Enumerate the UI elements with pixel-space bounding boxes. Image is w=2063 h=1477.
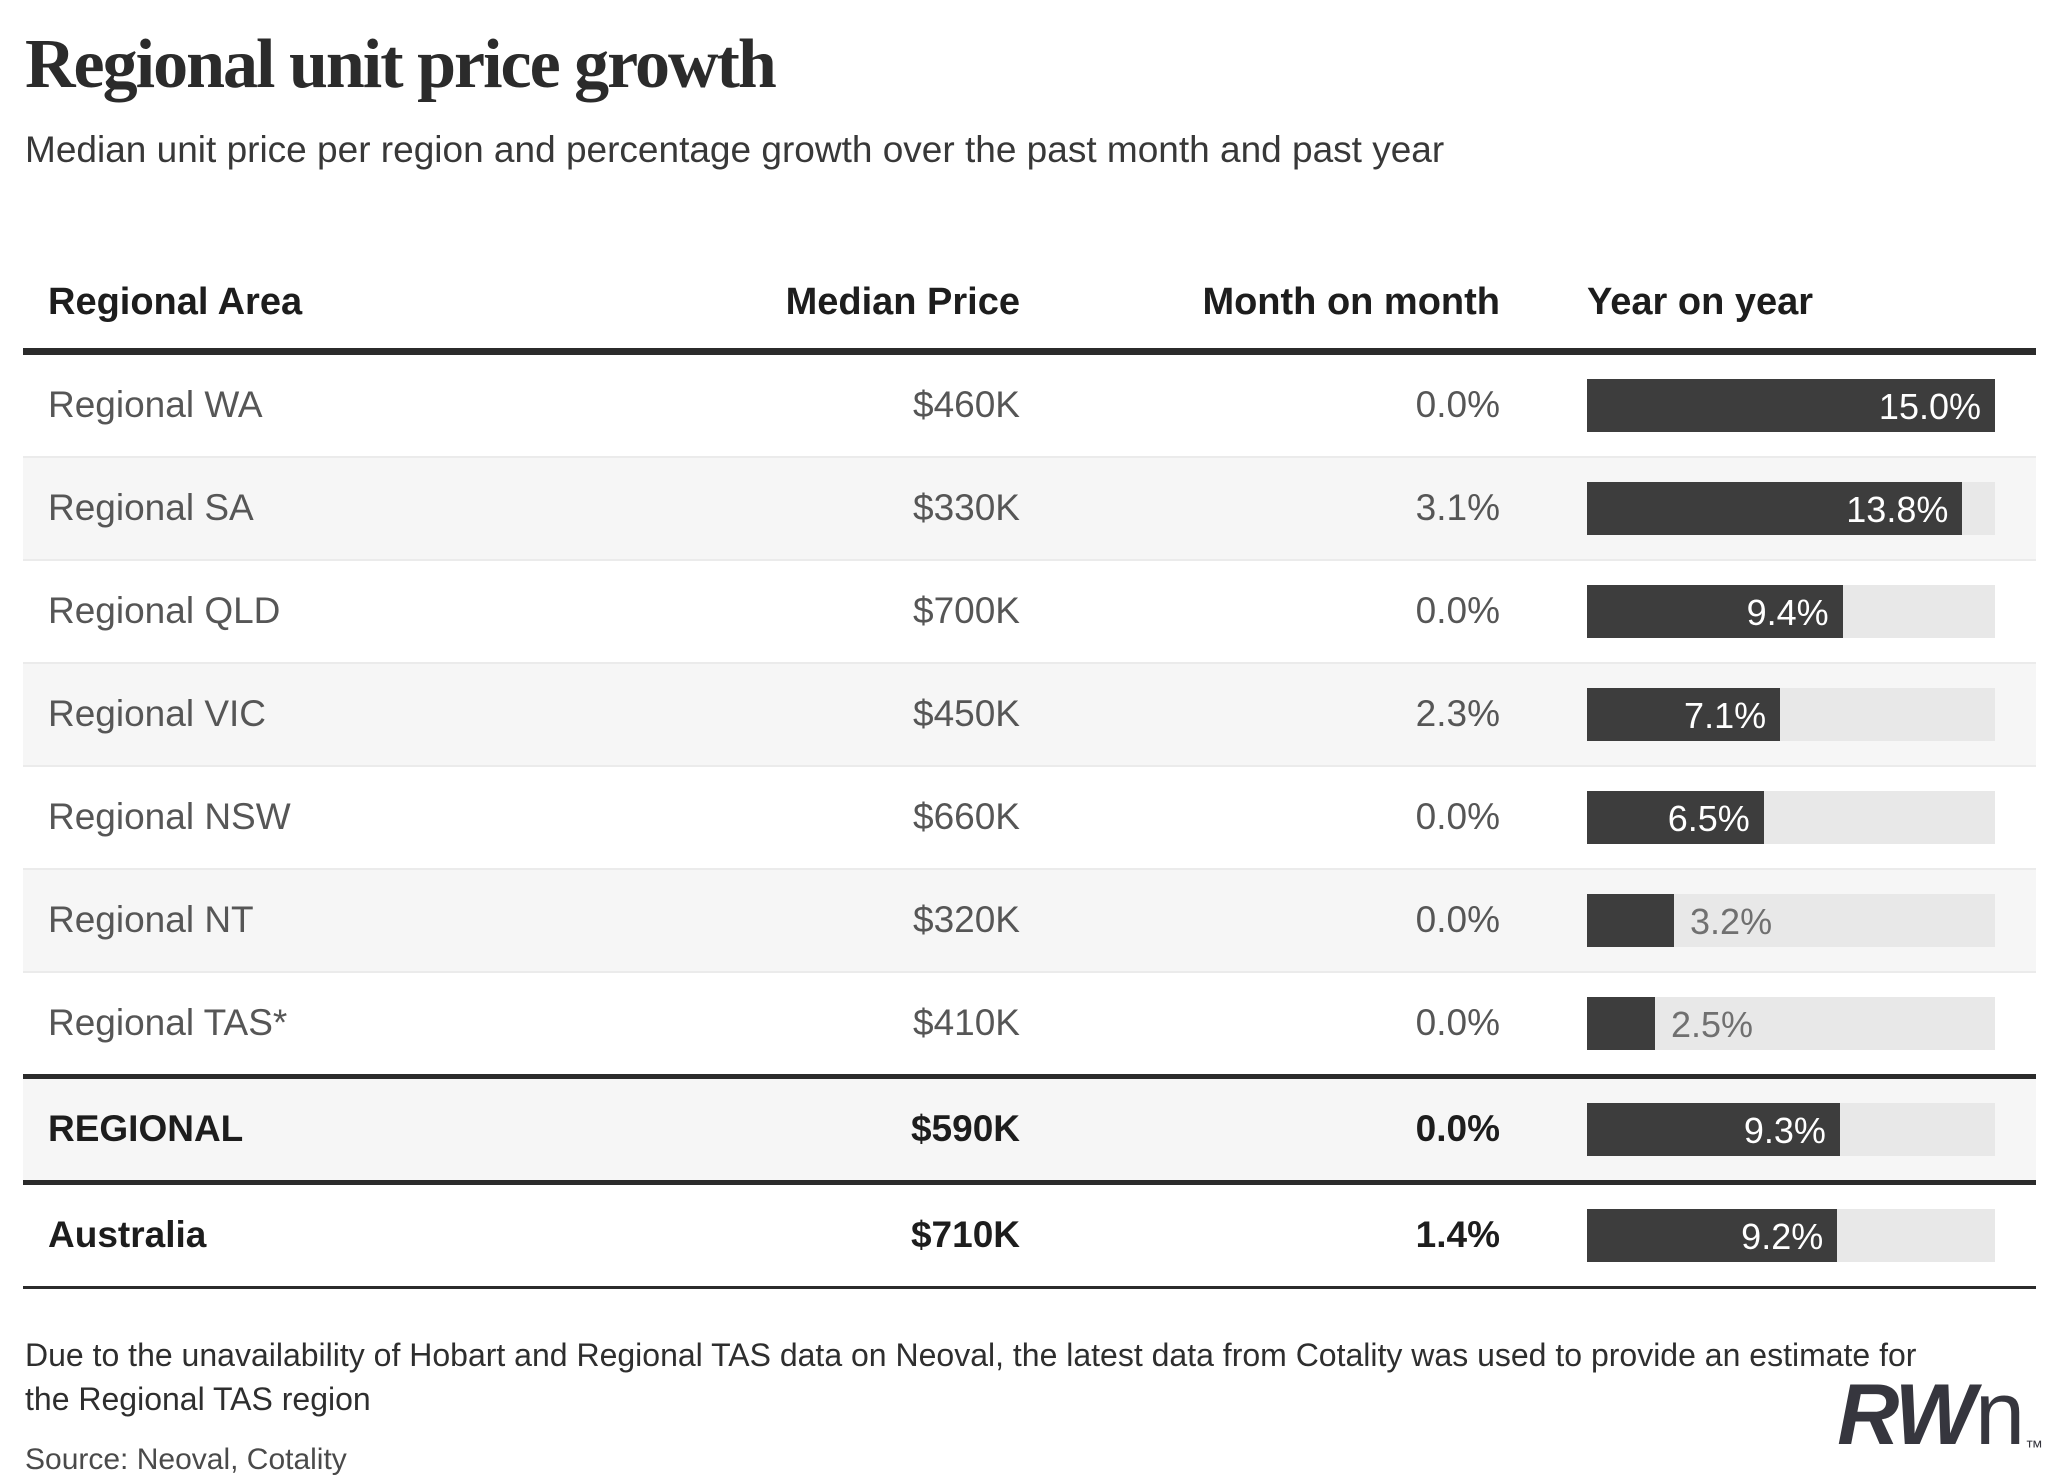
- year-on-year-bar-cell: 9.2%: [1500, 1208, 2036, 1262]
- bar-value-label: 13.8%: [1846, 488, 1949, 530]
- bar-fill: [1587, 1208, 1838, 1262]
- infographic-page: Regional unit price growth Median unit p…: [0, 26, 2063, 1477]
- year-on-year-bar-cell: 9.3%: [1500, 1102, 2036, 1156]
- logo-bold-text: RW: [1837, 1367, 1976, 1463]
- month-on-month-value: 0.0%: [1415, 1002, 1500, 1044]
- year-on-year-bar-cell: 9.4%: [1500, 584, 2036, 638]
- source-note: Source: Neoval, Cotality: [25, 1443, 347, 1477]
- bar-fill: [1587, 893, 1675, 947]
- year-on-year-bar-cell: 13.8%: [1500, 481, 2036, 535]
- median-price-value: $450K: [913, 693, 1020, 735]
- bar-fill: [1587, 687, 1781, 741]
- bar-fill: [1587, 378, 1995, 432]
- year-on-year-bar-cell: 6.5%: [1500, 790, 2036, 844]
- year-on-year-bar-cell: 7.1%: [1500, 687, 2036, 741]
- median-price-value: $320K: [913, 899, 1020, 941]
- region-label: Regional NT: [48, 899, 254, 941]
- table-row: Regional SA $330K 3.1% 13.8%: [23, 455, 2036, 559]
- column-header-year-on-year: Year on year: [1587, 280, 1814, 323]
- table-row: Regional VIC $450K 2.3% 7.1%: [23, 661, 2036, 765]
- bar-track: 15.0%: [1587, 378, 1995, 432]
- region-label: Regional SA: [48, 487, 254, 529]
- median-price-value: $410K: [913, 1002, 1020, 1044]
- bar-fill: [1587, 584, 1843, 638]
- bar-value-label: 6.5%: [1667, 797, 1750, 839]
- column-header-median-price: Median Price: [785, 280, 1020, 323]
- table-row: Australia $710K 1.4% 9.2%: [23, 1179, 2036, 1289]
- month-on-month-value: 0.0%: [1415, 899, 1500, 941]
- price-growth-table: Regional Area Median Price Month on mont…: [23, 238, 2036, 1289]
- median-price-value: $460K: [913, 384, 1020, 426]
- bar-value-label: 9.3%: [1743, 1109, 1826, 1151]
- bar-value-label: 9.2%: [1741, 1215, 1824, 1257]
- logo-light-text: n: [1974, 1364, 2025, 1464]
- table-row: Regional WA $460K 0.0% 15.0%: [23, 355, 2036, 456]
- rwn-logo: RWn™: [1837, 1369, 2043, 1459]
- bar-track: 9.3%: [1587, 1102, 1995, 1156]
- table-row: REGIONAL $590K 0.0% 9.3%: [23, 1073, 2036, 1180]
- table-header-row: Regional Area Median Price Month on mont…: [23, 238, 2036, 355]
- region-label: Regional TAS*: [48, 1002, 288, 1044]
- month-on-month-value: 2.3%: [1415, 693, 1500, 735]
- month-on-month-value: 0.0%: [1415, 384, 1500, 426]
- region-label: Regional VIC: [48, 693, 267, 735]
- bar-value-label: 7.1%: [1684, 694, 1767, 736]
- page-subtitle: Median unit price per region and percent…: [25, 128, 1445, 170]
- column-header-regional-area: Regional Area: [48, 280, 303, 323]
- table-row: Regional NSW $660K 0.0% 6.5%: [23, 764, 2036, 868]
- median-price-value: $590K: [910, 1108, 1020, 1150]
- bar-fill: [1587, 1102, 1840, 1156]
- month-on-month-value: 0.0%: [1415, 590, 1500, 632]
- page-title: Regional unit price growth: [25, 26, 777, 103]
- bar-fill: [1587, 996, 1655, 1050]
- year-on-year-bar-cell: 15.0%: [1500, 378, 2036, 432]
- column-header-month-on-month: Month on month: [1202, 280, 1500, 323]
- median-price-value: $710K: [910, 1214, 1020, 1256]
- bar-value-label: 2.5%: [1670, 1003, 1754, 1045]
- median-price-value: $330K: [913, 487, 1020, 529]
- bar-fill: [1587, 481, 1963, 535]
- month-on-month-value: 0.0%: [1415, 1108, 1500, 1150]
- region-label: Regional QLD: [48, 590, 281, 632]
- table-row: Regional QLD $700K 0.0% 9.4%: [23, 558, 2036, 662]
- median-price-value: $700K: [913, 590, 1020, 632]
- bar-value-label: 15.0%: [1878, 385, 1981, 427]
- bar-value-label: 9.4%: [1746, 591, 1829, 633]
- region-label: REGIONAL: [48, 1108, 244, 1150]
- logo-trademark: ™: [2025, 1437, 2043, 1457]
- region-label: Regional WA: [48, 384, 263, 426]
- year-on-year-bar-cell: 3.2%: [1500, 893, 2036, 947]
- bar-track: 2.5%: [1587, 996, 1995, 1050]
- bar-track: 7.1%: [1587, 687, 1995, 741]
- bar-track: 6.5%: [1587, 790, 1995, 844]
- region-label: Regional NSW: [48, 796, 291, 838]
- footnote: Due to the unavailability of Hobart and …: [25, 1336, 1917, 1418]
- bar-track: 13.8%: [1587, 481, 1995, 535]
- bar-track: 9.2%: [1587, 1208, 1995, 1262]
- bar-value-label: 3.2%: [1690, 900, 1773, 942]
- table-body: Regional WA $460K 0.0% 15.0% Regional SA…: [23, 355, 2036, 1289]
- table-row: Regional TAS* $410K 0.0% 2.5%: [23, 970, 2036, 1074]
- table-row: Regional NT $320K 0.0% 3.2%: [23, 867, 2036, 971]
- month-on-month-value: 3.1%: [1415, 487, 1500, 529]
- bar-track: 3.2%: [1587, 893, 1995, 947]
- bar-fill: [1587, 790, 1764, 844]
- median-price-value: $660K: [913, 796, 1020, 838]
- month-on-month-value: 1.4%: [1415, 1214, 1500, 1256]
- year-on-year-bar-cell: 2.5%: [1500, 996, 2036, 1050]
- region-label: Australia: [48, 1214, 207, 1256]
- bar-track: 9.4%: [1587, 584, 1995, 638]
- month-on-month-value: 0.0%: [1415, 796, 1500, 838]
